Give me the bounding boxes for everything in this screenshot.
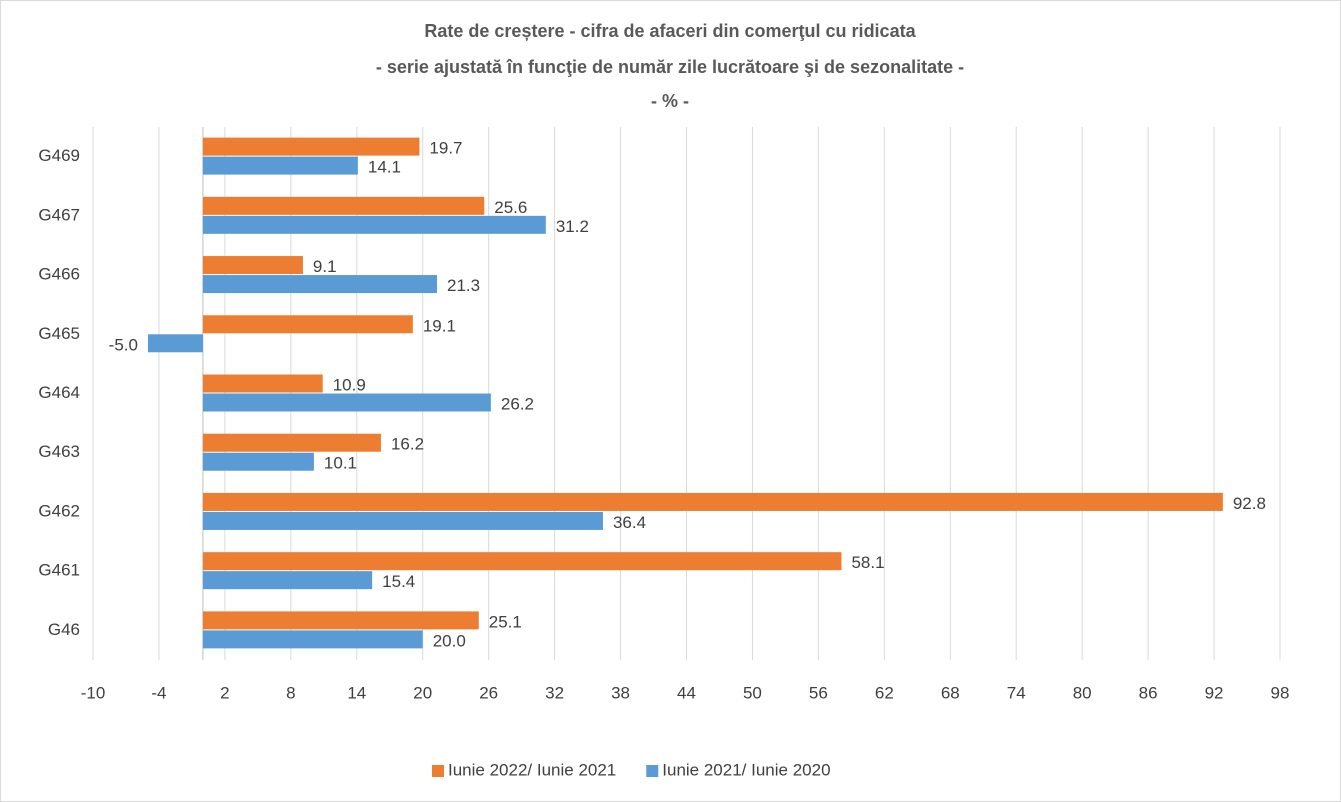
x-tick-label: 56 bbox=[809, 683, 828, 702]
data-label: 15.4 bbox=[382, 572, 415, 591]
data-label: 25.1 bbox=[489, 612, 522, 631]
data-label: 19.1 bbox=[423, 316, 456, 335]
y-tick-label: G462 bbox=[38, 501, 80, 520]
data-label: 20.0 bbox=[433, 631, 466, 650]
bar bbox=[202, 611, 479, 630]
y-tick-label: G461 bbox=[38, 561, 80, 580]
data-label: 92.8 bbox=[1233, 494, 1266, 513]
bar bbox=[202, 374, 323, 393]
x-tick-label: 68 bbox=[941, 683, 960, 702]
y-tick-label: G463 bbox=[38, 442, 80, 461]
x-tick-label: 26 bbox=[479, 683, 498, 702]
bar bbox=[202, 275, 438, 294]
x-tick-label: 62 bbox=[875, 683, 894, 702]
bar bbox=[202, 196, 485, 215]
bar bbox=[147, 334, 203, 353]
unit-label: - % - bbox=[651, 91, 689, 111]
bar bbox=[202, 433, 381, 452]
x-tick-label: 86 bbox=[1139, 683, 1158, 702]
y-tick-label: G465 bbox=[38, 324, 80, 343]
bar bbox=[202, 256, 303, 275]
data-label: 19.7 bbox=[429, 139, 462, 158]
y-tick-label: G467 bbox=[38, 205, 80, 224]
data-label: 14.1 bbox=[368, 158, 401, 177]
x-tick-label: 98 bbox=[1271, 683, 1290, 702]
data-label: 9.1 bbox=[313, 257, 337, 276]
data-label: 10.1 bbox=[324, 454, 357, 473]
x-tick-label: -10 bbox=[81, 683, 106, 702]
x-tick-label: -4 bbox=[151, 683, 166, 702]
bar bbox=[202, 552, 842, 571]
legend-swatch bbox=[432, 765, 444, 777]
data-label: 31.2 bbox=[556, 217, 589, 236]
data-label: 25.6 bbox=[494, 198, 527, 217]
y-tick-label: G466 bbox=[38, 265, 80, 284]
y-tick-label: G469 bbox=[38, 146, 80, 165]
bar bbox=[202, 215, 546, 234]
x-tick-label: 74 bbox=[1007, 683, 1026, 702]
data-label: 36.4 bbox=[613, 513, 646, 532]
x-tick-label: 32 bbox=[545, 683, 564, 702]
chart-subtitle: - serie ajustată în funcţie de număr zil… bbox=[376, 57, 964, 77]
x-tick-label: 38 bbox=[611, 683, 630, 702]
bar bbox=[202, 315, 413, 334]
data-label: 26.2 bbox=[501, 394, 534, 413]
bar bbox=[202, 511, 603, 530]
legend-swatch bbox=[646, 765, 659, 777]
x-tick-label: 92 bbox=[1205, 683, 1224, 702]
data-label: 10.9 bbox=[333, 375, 366, 394]
x-tick-label: 20 bbox=[413, 683, 432, 702]
x-tick-label: 44 bbox=[677, 683, 696, 702]
x-tick-label: 14 bbox=[347, 683, 366, 702]
chart-title: Rate de creștere - cifra de afaceri din … bbox=[424, 21, 916, 41]
x-tick-label: 80 bbox=[1073, 683, 1092, 702]
y-tick-label: G46 bbox=[48, 620, 80, 639]
legend-label: Iunie 2022/ Iunie 2021 bbox=[448, 760, 616, 779]
bar bbox=[202, 156, 358, 175]
data-label: 16.2 bbox=[391, 435, 424, 454]
y-tick-label: G464 bbox=[38, 383, 80, 402]
bar bbox=[202, 137, 420, 156]
bar bbox=[202, 630, 423, 649]
bar bbox=[202, 393, 491, 412]
bar bbox=[202, 492, 1223, 511]
bar bbox=[202, 452, 314, 471]
data-label: -5.0 bbox=[109, 335, 138, 354]
data-label: 21.3 bbox=[447, 276, 480, 295]
legend-label: Iunie 2021/ Iunie 2020 bbox=[662, 760, 830, 779]
x-tick-label: 50 bbox=[743, 683, 762, 702]
x-tick-label: 2 bbox=[220, 683, 229, 702]
bar bbox=[202, 571, 373, 590]
data-label: 58.1 bbox=[851, 553, 884, 572]
x-tick-label: 8 bbox=[286, 683, 295, 702]
